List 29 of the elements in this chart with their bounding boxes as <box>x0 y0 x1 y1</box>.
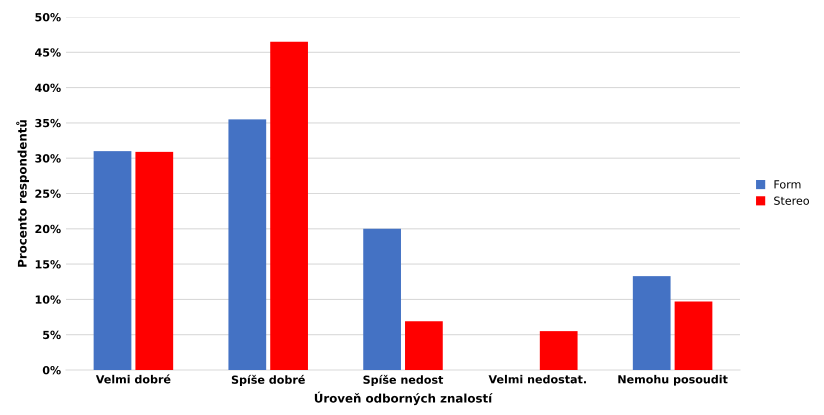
y-tick-label: 15% <box>36 260 61 268</box>
bar <box>405 321 443 370</box>
bar <box>135 152 174 370</box>
bar <box>94 151 132 370</box>
legend-label: Form <box>774 180 800 189</box>
y-tick-label: 30% <box>35 154 61 163</box>
x-axis-title: Úroveň odborných znalostí <box>314 392 493 406</box>
y-tick-label: 45% <box>35 48 61 57</box>
y-axis-title: Procento respondentů <box>16 120 29 267</box>
y-tick-label: 5% <box>43 330 61 340</box>
y-tick-label: 40% <box>35 84 61 92</box>
bar <box>228 119 266 370</box>
y-tick-label: 10% <box>36 295 61 304</box>
bar <box>632 276 671 370</box>
x-tick-label: Nemohu posoudit <box>618 374 728 386</box>
bar <box>363 228 401 370</box>
y-tick-label: 35% <box>35 118 61 128</box>
bar <box>270 42 308 370</box>
x-tick-label: Spíše nedost <box>363 374 444 386</box>
y-tick-label: 20% <box>35 224 61 234</box>
bar <box>674 302 712 370</box>
bar <box>540 331 578 370</box>
y-tick-label: 50% <box>35 12 61 22</box>
y-tick-label: 25% <box>35 189 61 198</box>
x-tick-label: Velmi nedostat. <box>488 374 586 384</box>
y-tick-label: 0% <box>42 366 61 374</box>
x-tick-label: Velmi dobré <box>96 374 170 384</box>
x-tick-label: Spíše dobré <box>232 374 305 386</box>
legend-label: Stereo <box>774 196 809 205</box>
